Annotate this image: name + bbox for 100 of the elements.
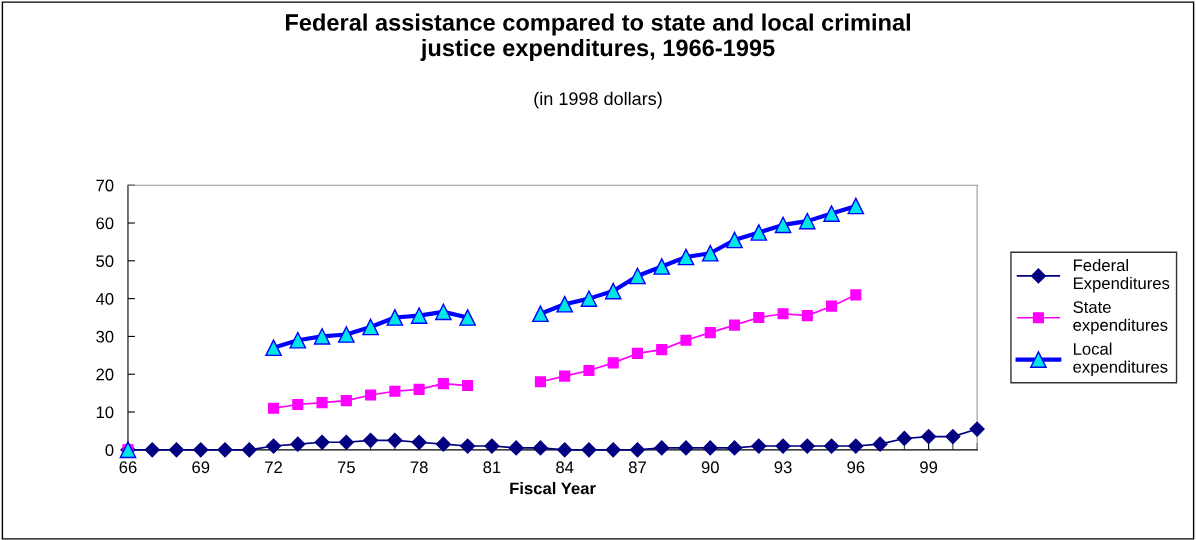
point [850,289,862,301]
point [801,310,813,322]
point [753,311,765,324]
point [534,376,546,388]
x-tick-label: 99 [920,461,938,474]
point [653,258,671,275]
point [823,205,840,222]
point [316,397,328,409]
chart-title: Federal assistance compared to state and local criminal justice expenditures, 1966-1995 [285,13,910,61]
point [314,434,330,450]
point [702,440,718,456]
point [847,197,865,215]
y-tick-label: 10 [96,406,114,419]
point [799,438,815,454]
point [556,295,574,313]
point [774,216,792,234]
point [751,438,767,454]
x-tick-label: 75 [337,461,355,474]
y-tick-label: 20 [96,368,114,381]
point [629,442,646,458]
point [289,331,307,349]
x-tick-label: 66 [119,461,137,474]
point [365,389,377,401]
x-tick-label: 84 [556,461,574,474]
x-axis-title: Fiscal Year [510,482,596,495]
point [363,432,379,448]
point [726,440,743,456]
point [826,300,838,312]
point [680,334,692,346]
point [559,370,571,382]
point [945,429,961,445]
point [750,224,768,241]
point [557,442,573,458]
point [193,442,209,458]
point [656,344,668,356]
legend-label: Federal Expenditures [1073,258,1170,293]
y-tick-label: 60 [96,217,114,230]
point [629,267,646,285]
x-tick-label: 81 [483,461,501,474]
point [605,442,621,458]
point [508,440,524,456]
point [411,434,427,450]
point [484,438,500,454]
point [969,421,985,437]
point [678,440,694,456]
point [701,244,719,262]
point [581,442,597,458]
x-tick-label: 90 [701,461,719,474]
point [921,429,937,445]
point [896,430,912,447]
point [217,442,233,458]
point [459,309,476,326]
point [872,436,888,452]
y-tick-label: 40 [95,293,114,305]
point [462,380,474,392]
point [290,436,306,452]
point [777,308,789,320]
point [607,357,619,369]
point [292,398,304,411]
point [267,402,280,414]
point [413,383,425,395]
y-tick-label: 70 [96,179,114,192]
legend-label: State expenditures [1073,301,1168,335]
y-tick-label: 0 [105,444,114,457]
point [241,442,257,458]
point [580,290,598,307]
point [337,326,355,343]
point [677,248,695,266]
point [532,440,548,456]
point [386,309,404,326]
point [460,438,476,454]
point [389,385,401,397]
x-tick-label: 93 [774,461,792,474]
point [265,339,282,357]
point [775,438,791,454]
point [387,432,403,448]
x-tick-label: 96 [847,461,865,474]
point [704,327,716,339]
point [631,347,644,359]
chart-subtitle: (in 1998 dollars) [534,91,662,109]
point [654,440,670,456]
point [583,364,595,376]
point [726,231,743,249]
point [848,438,864,454]
point [437,378,449,390]
point [340,395,352,407]
point [728,319,741,331]
x-tick-label: 69 [192,461,210,474]
legend-label: Local expenditures [1073,342,1168,377]
point [168,442,185,458]
point [410,307,428,324]
point [798,212,816,230]
point [265,438,282,454]
point [532,305,549,323]
y-tick-label: 30 [96,330,114,343]
point [362,318,379,336]
point [144,442,160,458]
x-tick-label: 87 [628,461,646,474]
x-tick-label: 72 [265,461,282,474]
point [435,436,451,452]
